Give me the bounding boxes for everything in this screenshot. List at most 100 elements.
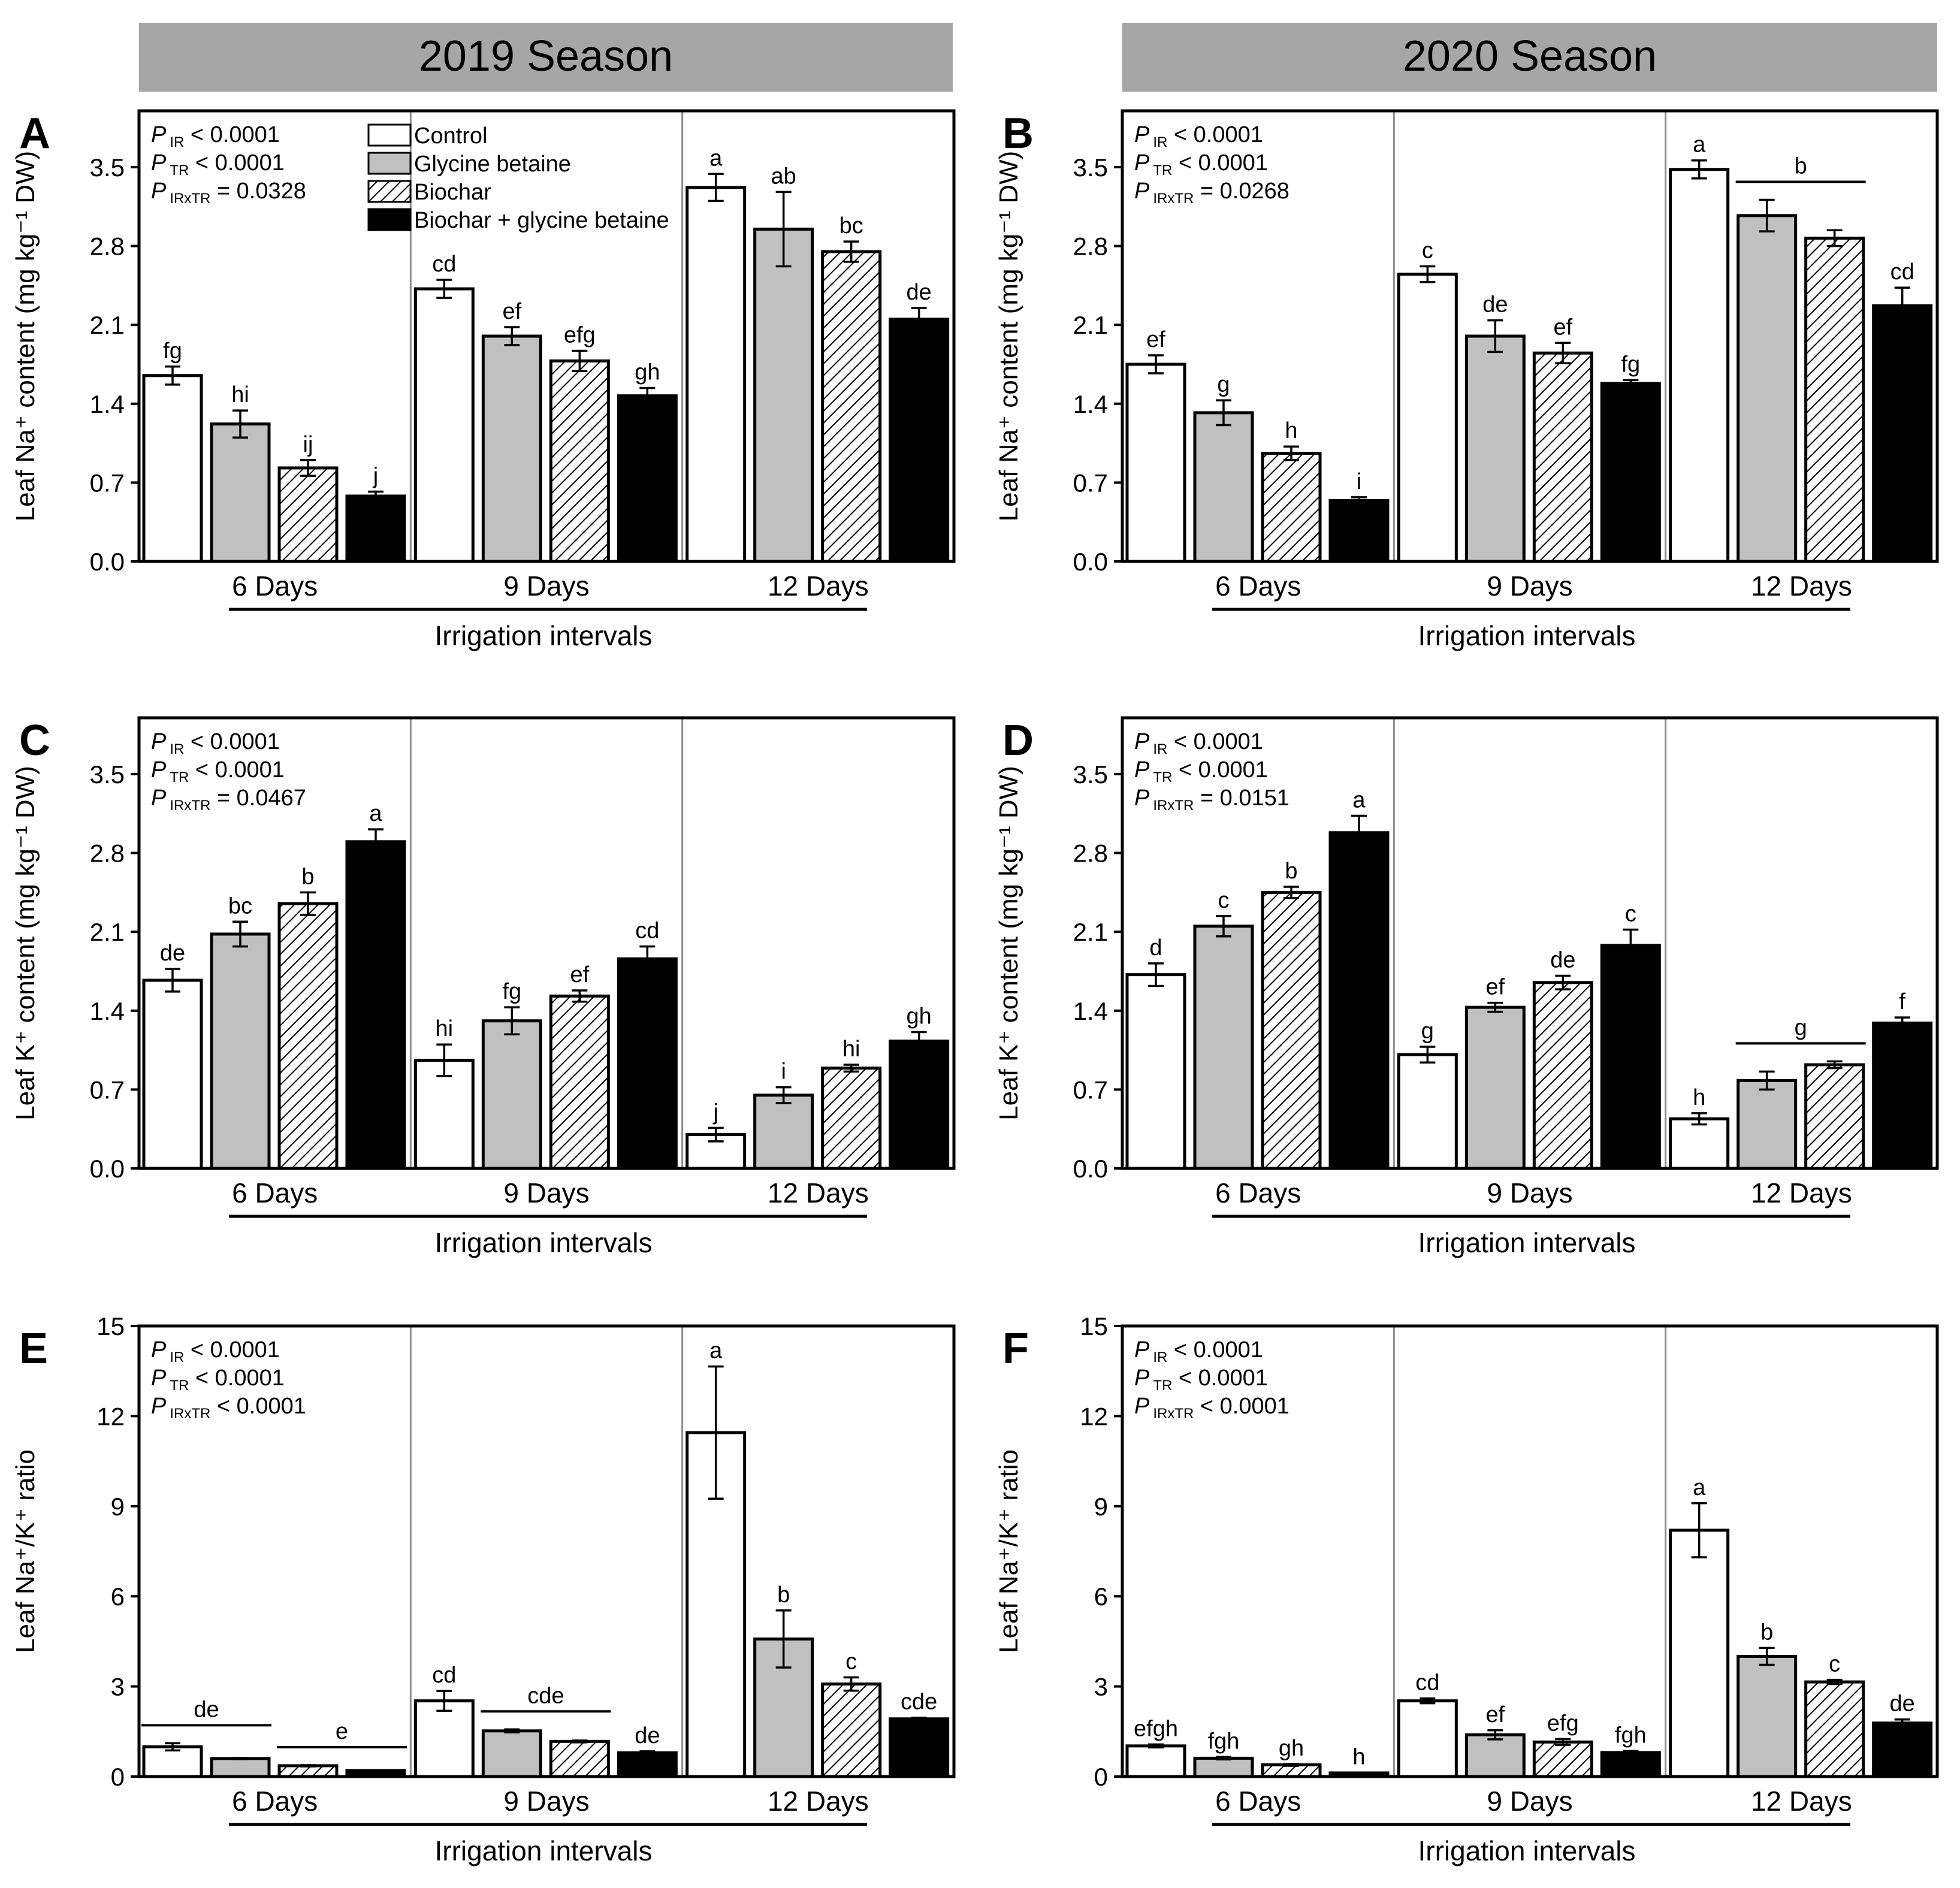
x-category-label: 9 Days bbox=[503, 1177, 589, 1209]
significance-letter: cd bbox=[1890, 259, 1914, 285]
bar bbox=[1261, 452, 1322, 563]
y-axis-label: Leaf K⁺ content (mg kg⁻¹ DW) bbox=[994, 766, 1023, 1120]
p-value-line: P IRxTR = 0.0467 bbox=[151, 786, 306, 814]
y-tick-label: 9 bbox=[111, 1493, 125, 1521]
legend-label: Biochar bbox=[414, 180, 491, 205]
significance-letter: de bbox=[635, 1723, 660, 1748]
bar bbox=[1397, 1053, 1458, 1170]
bar bbox=[277, 466, 339, 563]
significance-letter: gh bbox=[635, 360, 660, 385]
significance-letter: efg bbox=[564, 322, 596, 348]
panel-letter: B bbox=[1002, 110, 1034, 158]
bar bbox=[1328, 499, 1390, 563]
y-axis-label: Leaf Na⁺ content (mg kg⁻¹ DW) bbox=[11, 151, 40, 522]
y-tick-label: 9 bbox=[1094, 1493, 1108, 1521]
y-tick-label: 0.7 bbox=[90, 1076, 125, 1104]
x-category-label: 6 Days bbox=[1215, 1786, 1301, 1817]
x-axis-title: Irrigation intervals bbox=[434, 1835, 652, 1866]
y-tick-label: 3.5 bbox=[1073, 760, 1108, 789]
significance-letter: c bbox=[1829, 1652, 1840, 1677]
panel-letter: A bbox=[19, 110, 50, 158]
bar bbox=[821, 1067, 882, 1170]
significance-letter: de bbox=[1550, 948, 1575, 973]
significance-letter: cde bbox=[901, 1690, 937, 1715]
bar bbox=[1193, 925, 1254, 1170]
significance-letter: j bbox=[373, 463, 378, 488]
significance-letter: h bbox=[1352, 1744, 1365, 1769]
significance-letter: de bbox=[194, 1697, 219, 1722]
significance-letter: de bbox=[1890, 1691, 1915, 1717]
significance-letter: a bbox=[1693, 132, 1706, 158]
bar bbox=[1464, 1005, 1526, 1170]
p-value-line: P TR < 0.0001 bbox=[151, 150, 285, 179]
y-tick-label: 2.1 bbox=[1073, 311, 1108, 339]
significance-letter: cde bbox=[527, 1683, 564, 1708]
bar bbox=[617, 394, 678, 563]
bar bbox=[142, 978, 203, 1170]
x-category-label: 6 Days bbox=[232, 1786, 318, 1817]
y-tick-label: 2.8 bbox=[1073, 839, 1108, 868]
p-value-line: P IR < 0.0001 bbox=[151, 1337, 280, 1366]
significance-letter: b bbox=[1795, 154, 1807, 179]
significance-letter: ab bbox=[771, 164, 796, 189]
bar bbox=[1872, 1021, 1933, 1170]
y-tick-label: 3.5 bbox=[1073, 153, 1108, 182]
significance-letter: fg bbox=[1621, 352, 1640, 377]
bar bbox=[549, 994, 610, 1170]
x-category-label: 6 Days bbox=[232, 570, 318, 602]
bar bbox=[1804, 1680, 1865, 1778]
panel-letter: C bbox=[19, 717, 50, 765]
x-axis-title: Irrigation intervals bbox=[434, 1227, 652, 1258]
legend-label: Biochar + glycine betaine bbox=[414, 208, 669, 233]
y-tick-label: 3.5 bbox=[90, 760, 125, 789]
significance-letter: b bbox=[1285, 859, 1297, 884]
season-header-1: 2019 Season bbox=[139, 23, 953, 92]
significance-letter: ef bbox=[502, 299, 521, 324]
significance-letter: a bbox=[1352, 788, 1366, 813]
bar bbox=[413, 287, 475, 563]
legend-swatch bbox=[367, 123, 412, 147]
p-value-line: P IR < 0.0001 bbox=[1134, 1337, 1263, 1366]
x-category-label: 12 Days bbox=[768, 570, 869, 602]
x-category-label: 6 Days bbox=[1215, 1177, 1301, 1209]
bar bbox=[1872, 1721, 1933, 1778]
plot-frame bbox=[137, 109, 956, 563]
significance-letter: g bbox=[1795, 1015, 1807, 1040]
bar bbox=[345, 840, 406, 1170]
significance-letter: cd bbox=[432, 1663, 456, 1688]
x-category-label: 12 Days bbox=[1751, 1177, 1852, 1209]
x-category-label: 9 Days bbox=[503, 570, 589, 602]
panel-letter: D bbox=[1002, 717, 1034, 765]
significance-letter: a bbox=[709, 1339, 723, 1364]
significance-letter: ef bbox=[570, 962, 589, 987]
bar bbox=[1125, 973, 1186, 1170]
x-axis-title: Irrigation intervals bbox=[1418, 1835, 1635, 1866]
significance-letter: b bbox=[301, 864, 314, 889]
y-tick-label: 0 bbox=[111, 1763, 125, 1791]
significance-letter: a bbox=[1693, 1475, 1706, 1500]
significance-letter: ef bbox=[1485, 1702, 1505, 1727]
significance-letter: j bbox=[712, 1099, 718, 1125]
bar bbox=[889, 1040, 950, 1170]
plot-frame bbox=[1121, 1324, 1939, 1778]
x-axis-title: Irrigation intervals bbox=[1418, 620, 1635, 651]
p-value-line: P IR < 0.0001 bbox=[1134, 122, 1263, 150]
significance-letter: ef bbox=[1485, 975, 1505, 1000]
y-tick-label: 0.7 bbox=[1073, 469, 1108, 497]
plot-frame bbox=[1121, 109, 1939, 563]
y-axis-label: Leaf Na⁺/K⁺ ratio bbox=[994, 1449, 1023, 1653]
p-value-line: P IR < 0.0001 bbox=[151, 122, 280, 150]
p-value-line: P IRxTR < 0.0001 bbox=[1134, 1394, 1289, 1422]
season-header-label: 2019 Season bbox=[419, 32, 673, 80]
panel-letter: F bbox=[1002, 1325, 1029, 1373]
bar bbox=[549, 359, 610, 563]
y-axis-label: Leaf K⁺ content (mg kg⁻¹ DW) bbox=[11, 766, 40, 1120]
y-tick-label: 12 bbox=[96, 1402, 125, 1430]
significance-letter: f bbox=[1899, 989, 1905, 1014]
bar bbox=[1193, 1756, 1254, 1778]
